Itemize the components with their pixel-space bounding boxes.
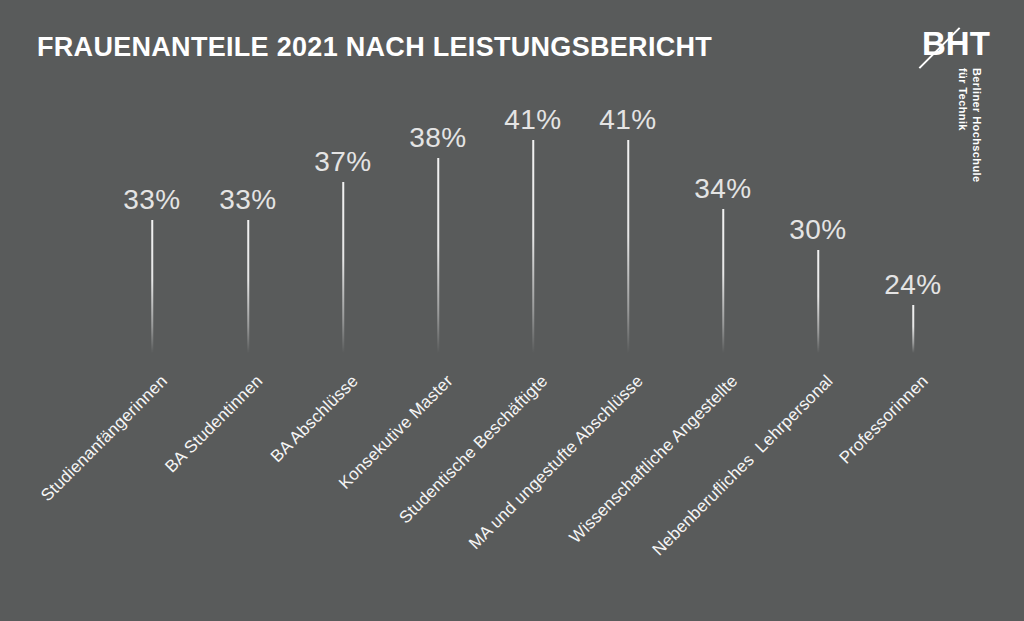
category-label: BA Studentinnen	[162, 372, 267, 477]
value-label: 41%	[599, 106, 657, 134]
chart-title: FRAUENANTEILE 2021 NACH LEISTUNGSBERICHT	[37, 32, 712, 63]
value-label: 30%	[789, 216, 847, 244]
value-label: 38%	[409, 124, 467, 152]
bht-logo-subtitle: Berliner Hochschule für Technik	[956, 68, 983, 183]
bht-logo: BHT Berliner Hochschule für Technik	[918, 27, 1008, 197]
value-label: 33%	[123, 186, 181, 214]
bht-logo-subtitle-line2: für Technik	[956, 68, 970, 183]
category-label: Nebenberufliches Lehrpersonal	[649, 372, 837, 560]
stem-line	[437, 158, 439, 353]
category-label: BA Abschlüsse	[268, 372, 363, 467]
stem-line	[912, 305, 914, 353]
category-label: Studienanfängerinnen	[38, 372, 172, 506]
value-label: 37%	[314, 148, 372, 176]
stem-line	[817, 250, 819, 353]
value-label: 33%	[219, 186, 277, 214]
category-label: Wissenschaftliche Angestellte	[567, 372, 743, 548]
stem-line	[627, 140, 629, 353]
stem-line	[722, 209, 724, 353]
bht-logo-subtitle-line1: Berliner Hochschule	[970, 68, 984, 183]
stem-line	[532, 140, 534, 353]
stem-line	[342, 182, 344, 353]
value-label: 34%	[694, 175, 752, 203]
category-label: Professorinnen	[836, 372, 932, 468]
stem-line	[151, 220, 153, 353]
category-label: MA und ungestufte Abschlüsse	[466, 372, 648, 554]
stem-line	[247, 220, 249, 353]
value-label: 24%	[884, 271, 942, 299]
slide-canvas: FRAUENANTEILE 2021 NACH LEISTUNGSBERICHT…	[0, 0, 1024, 621]
value-label: 41%	[504, 106, 562, 134]
